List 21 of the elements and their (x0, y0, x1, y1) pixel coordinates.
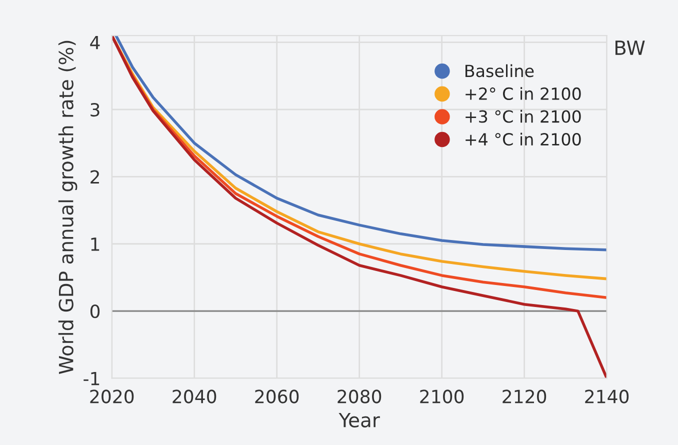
x-tick-label: 2060 (255, 390, 299, 404)
y-tick-label: 2 (90, 170, 99, 184)
x-tick-label: 2080 (338, 390, 382, 404)
legend-label: +2° C in 2100 (466, 87, 581, 100)
x-tick-label: 2100 (420, 390, 464, 404)
x-tick-label: 2120 (502, 390, 546, 404)
y-tick-label: 3 (90, 102, 100, 117)
x-tick-label: 2040 (172, 390, 216, 404)
legend-label: +3 °C in 2100 (466, 110, 581, 123)
y-tick-label: -1 (84, 372, 100, 386)
x-tick-label: 2020 (90, 390, 134, 404)
y-axis-title: World GDP annual growth rate (%) (58, 40, 78, 374)
text: BW (616, 40, 645, 55)
y-tick-label: 0 (90, 304, 100, 318)
y-tick-label: 4 (90, 36, 100, 50)
x-axis-title: Year (338, 412, 380, 428)
x-tick-label: 2140 (585, 390, 629, 404)
line-series (112, 36, 607, 378)
y-tick-label: 1 (91, 238, 100, 251)
legend-label: Baseline (466, 64, 534, 78)
legend-label: +4 °C in 2100 (466, 132, 581, 146)
